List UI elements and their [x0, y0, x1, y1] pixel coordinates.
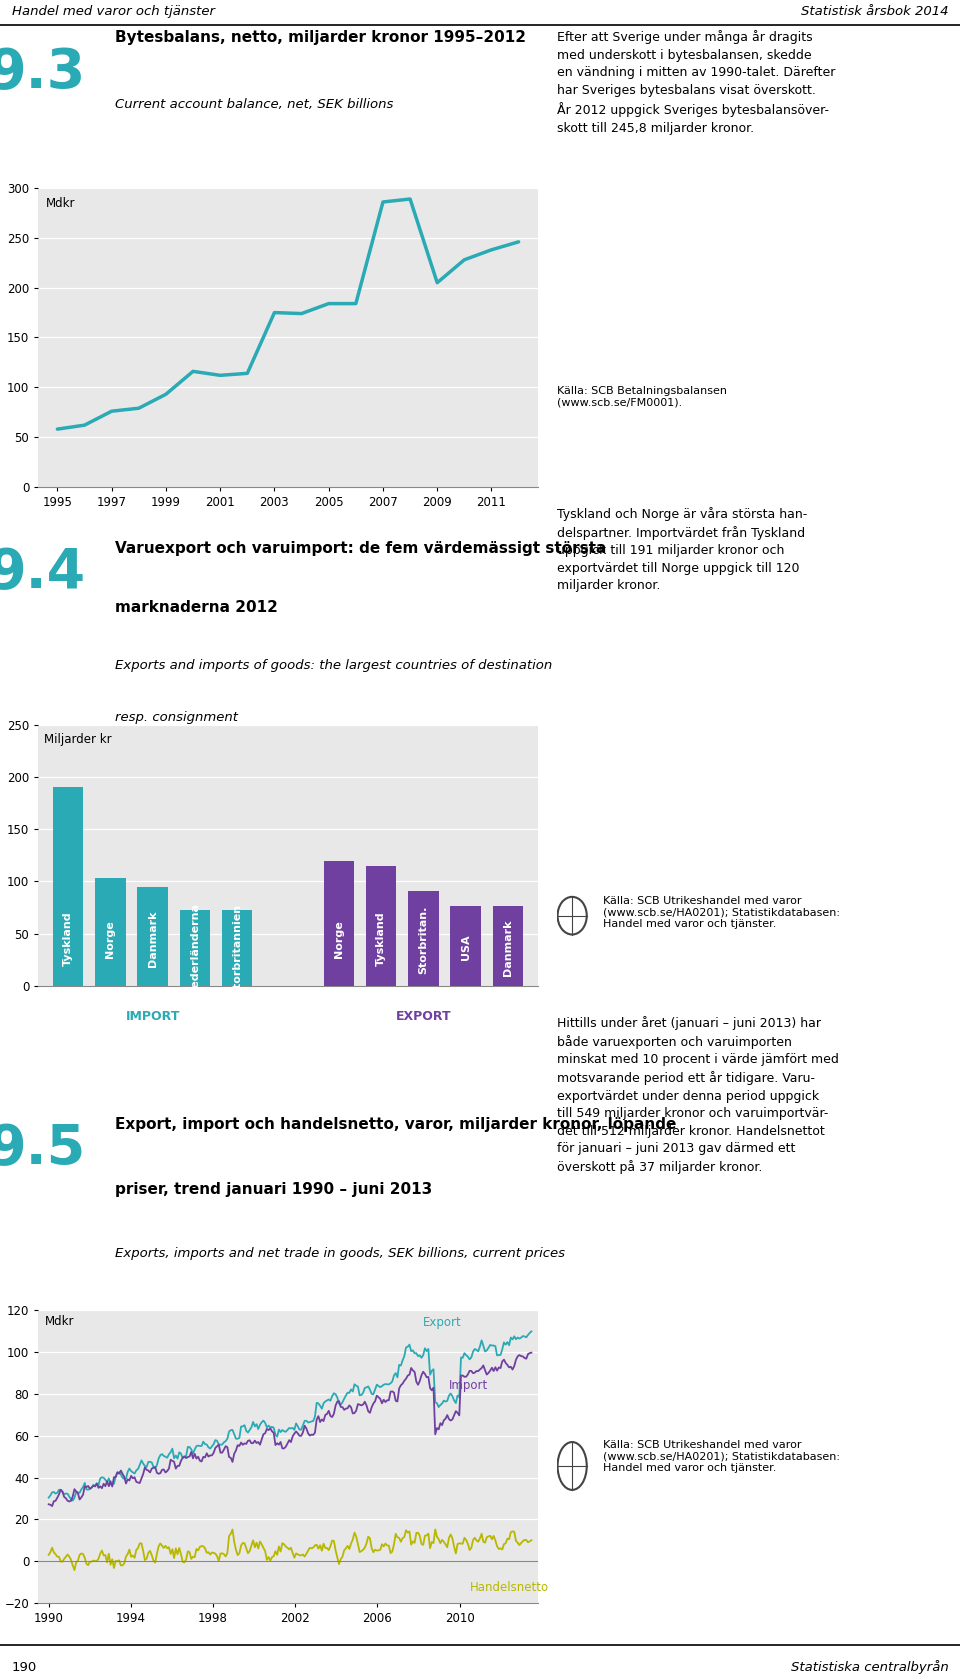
Text: Källa: SCB Betalningsbalansen
(www.scb.se/FM0001).: Källa: SCB Betalningsbalansen (www.scb.s… — [557, 386, 727, 408]
Bar — [53, 787, 84, 986]
Text: USA: USA — [461, 935, 470, 960]
Text: Statistisk årsbok 2014: Statistisk årsbok 2014 — [801, 5, 948, 18]
Text: Hittills under året (januari – juni 2013) har
både varuexporten och varuimporten: Hittills under året (januari – juni 2013… — [557, 1016, 839, 1174]
Bar — [492, 907, 523, 986]
Text: Export, import och handelsnetto, varor, miljarder kronor, löpande: Export, import och handelsnetto, varor, … — [115, 1117, 677, 1132]
Text: Statistiska centralbyrån: Statistiska centralbyrån — [791, 1661, 948, 1674]
Text: Källa: SCB Utrikeshandel med varor
(www.scb.se/HA0201); Statistikdatabasen:
Hand: Källa: SCB Utrikeshandel med varor (www.… — [603, 897, 840, 928]
Text: Källa: SCB Utrikeshandel med varor
(www.scb.se/HA0201); Statistikdatabasen:
Hand: Källa: SCB Utrikeshandel med varor (www.… — [603, 1441, 840, 1474]
Text: IMPORT: IMPORT — [126, 1011, 180, 1023]
Text: Current account balance, net, SEK billions: Current account balance, net, SEK billio… — [115, 99, 394, 111]
Text: Mdkr: Mdkr — [44, 1316, 74, 1328]
Bar — [137, 887, 168, 986]
Bar — [180, 910, 210, 986]
Text: priser, trend januari 1990 – juni 2013: priser, trend januari 1990 – juni 2013 — [115, 1182, 432, 1197]
Text: Handelsnetto: Handelsnetto — [469, 1582, 549, 1593]
Text: Tyskland: Tyskland — [63, 912, 73, 965]
Bar — [95, 878, 126, 986]
Text: 190: 190 — [12, 1661, 36, 1674]
Bar — [324, 861, 354, 986]
Text: Tyskland: Tyskland — [376, 912, 386, 965]
Text: Danmark: Danmark — [503, 920, 513, 975]
Bar — [450, 907, 481, 986]
Text: Tyskland och Norge är våra största han-
delspartner. Importvärdet från Tyskland
: Tyskland och Norge är våra största han- … — [557, 507, 807, 593]
Text: Import: Import — [449, 1380, 489, 1392]
Text: Mdkr: Mdkr — [46, 196, 76, 210]
Text: EXPORT: EXPORT — [396, 1011, 451, 1023]
Text: Bytesbalans, netto, miljarder kronor 1995–2012: Bytesbalans, netto, miljarder kronor 199… — [115, 30, 526, 45]
Text: Handel med varor och tjänster: Handel med varor och tjänster — [12, 5, 214, 18]
Bar — [408, 892, 439, 986]
Text: marknaderna 2012: marknaderna 2012 — [115, 599, 278, 615]
Text: resp. consignment: resp. consignment — [115, 710, 238, 724]
Text: Exports, imports and net trade in goods, SEK billions, current prices: Exports, imports and net trade in goods,… — [115, 1247, 565, 1259]
Text: Miljarder kr: Miljarder kr — [44, 734, 112, 745]
Text: Norge: Norge — [106, 920, 115, 957]
Bar — [366, 866, 396, 986]
Text: Storbritannien: Storbritannien — [232, 903, 242, 994]
Text: Storbritan.: Storbritan. — [419, 907, 428, 974]
Text: 9.3: 9.3 — [0, 45, 85, 99]
Text: Nederländerna: Nederländerna — [190, 903, 200, 996]
Text: Danmark: Danmark — [148, 910, 157, 967]
Text: Exports and imports of goods: the largest countries of destination: Exports and imports of goods: the larges… — [115, 658, 552, 672]
Bar — [222, 910, 252, 986]
Text: 9.4: 9.4 — [0, 546, 85, 599]
Text: Varuexport och varuimport: de fem värdemässigt största: Varuexport och varuimport: de fem värdem… — [115, 541, 607, 556]
Text: Export: Export — [422, 1316, 462, 1330]
Text: 9.5: 9.5 — [0, 1122, 85, 1175]
Text: Norge: Norge — [334, 920, 344, 957]
Text: Efter att Sverige under många år dragits
med underskott i bytesbalansen, skedde
: Efter att Sverige under många år dragits… — [557, 30, 835, 134]
